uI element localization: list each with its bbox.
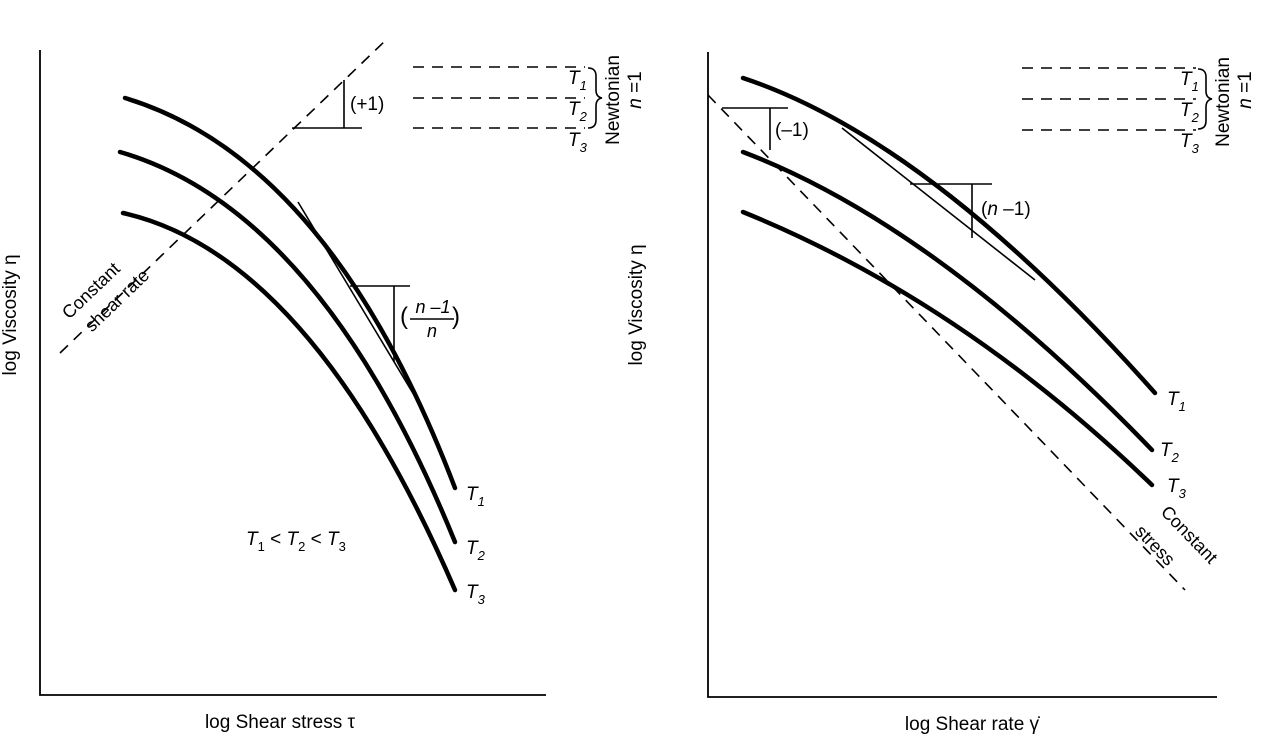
right-newtonian-n: n =1 xyxy=(1235,71,1256,109)
left-newtonian-block: T1 T2 T3 Newtonian n =1 xyxy=(413,55,646,155)
frac-numerator: n –1 xyxy=(415,297,450,317)
right-slope-minus-triangle xyxy=(722,107,788,150)
right-newtonian-label-T2: T2 xyxy=(1180,100,1200,125)
left-newtonian-label-T1: T1 xyxy=(568,68,587,93)
left-newtonian-n: n =1 xyxy=(625,71,646,109)
right-series-label-T2: T2 xyxy=(1160,440,1180,465)
right-slope-n-label: (n –1) xyxy=(981,199,1031,220)
left-ylabel: log Viscosity η xyxy=(0,254,21,375)
right-newtonian-label-T3: T3 xyxy=(1180,131,1200,156)
frac-open-paren: ( xyxy=(400,303,408,330)
left-newtonian-brace xyxy=(587,67,603,129)
right-curve-T1 xyxy=(740,75,1158,396)
left-slope-plus-label: (+1) xyxy=(350,94,384,115)
right-slope-minus-label: (–1) xyxy=(775,120,809,141)
right-newtonian-label-T1: T1 xyxy=(1180,69,1199,94)
left-curve-T3 xyxy=(120,210,458,593)
left-series-label-T1: T1 xyxy=(466,484,485,509)
right-ylabel: log Viscosity η xyxy=(626,244,647,365)
right-curve-T2 xyxy=(740,149,1155,453)
left-series-label-T2: T2 xyxy=(466,538,486,563)
left-tangent-line xyxy=(297,201,415,396)
frac-close-paren: ) xyxy=(452,303,460,330)
right-chart: log Viscosity η log Shear rate γ̇ (–1) (… xyxy=(626,52,1256,735)
right-constant-stress-line xyxy=(707,94,1186,591)
right-series-label-T1: T1 xyxy=(1167,389,1186,414)
left-slope-frac-triangle xyxy=(350,285,410,362)
right-newtonian-block: T1 T2 T3 Newtonian n =1 xyxy=(1022,57,1256,156)
left-curve-T2 xyxy=(117,149,458,545)
left-axes xyxy=(39,50,546,696)
right-series-label-T3: T3 xyxy=(1167,476,1187,501)
right-axes xyxy=(707,52,1217,698)
left-xlabel: log Shear stress τ xyxy=(205,712,356,733)
right-xlabel: log Shear rate γ̇ xyxy=(905,714,1040,735)
left-newtonian-label-T3: T3 xyxy=(568,130,588,155)
left-curve-T1 xyxy=(122,95,458,491)
right-curve-T3 xyxy=(740,209,1155,488)
right-tangent-line xyxy=(841,127,1036,281)
frac-denominator: n xyxy=(427,321,437,341)
right-newtonian-title: Newtonian xyxy=(1213,57,1234,147)
left-newtonian-label-T2: T2 xyxy=(568,99,588,124)
left-series-label-T3: T3 xyxy=(466,582,486,607)
left-newtonian-title: Newtonian xyxy=(603,55,624,145)
right-constant-line-label: Constant stress xyxy=(1131,502,1221,570)
left-temperature-order: T1 < T2 < T3 xyxy=(246,529,346,554)
right-newtonian-brace xyxy=(1197,68,1213,130)
left-slope-frac-label: ( n –1 n ) xyxy=(400,297,460,341)
left-chart: log Viscosity η log Shear stress τ (+1) … xyxy=(0,39,646,733)
left-slope-plus-triangle xyxy=(292,80,362,129)
left-constant-line-label: Constant shear rate xyxy=(58,258,153,335)
right-slope-n-triangle xyxy=(910,183,992,238)
